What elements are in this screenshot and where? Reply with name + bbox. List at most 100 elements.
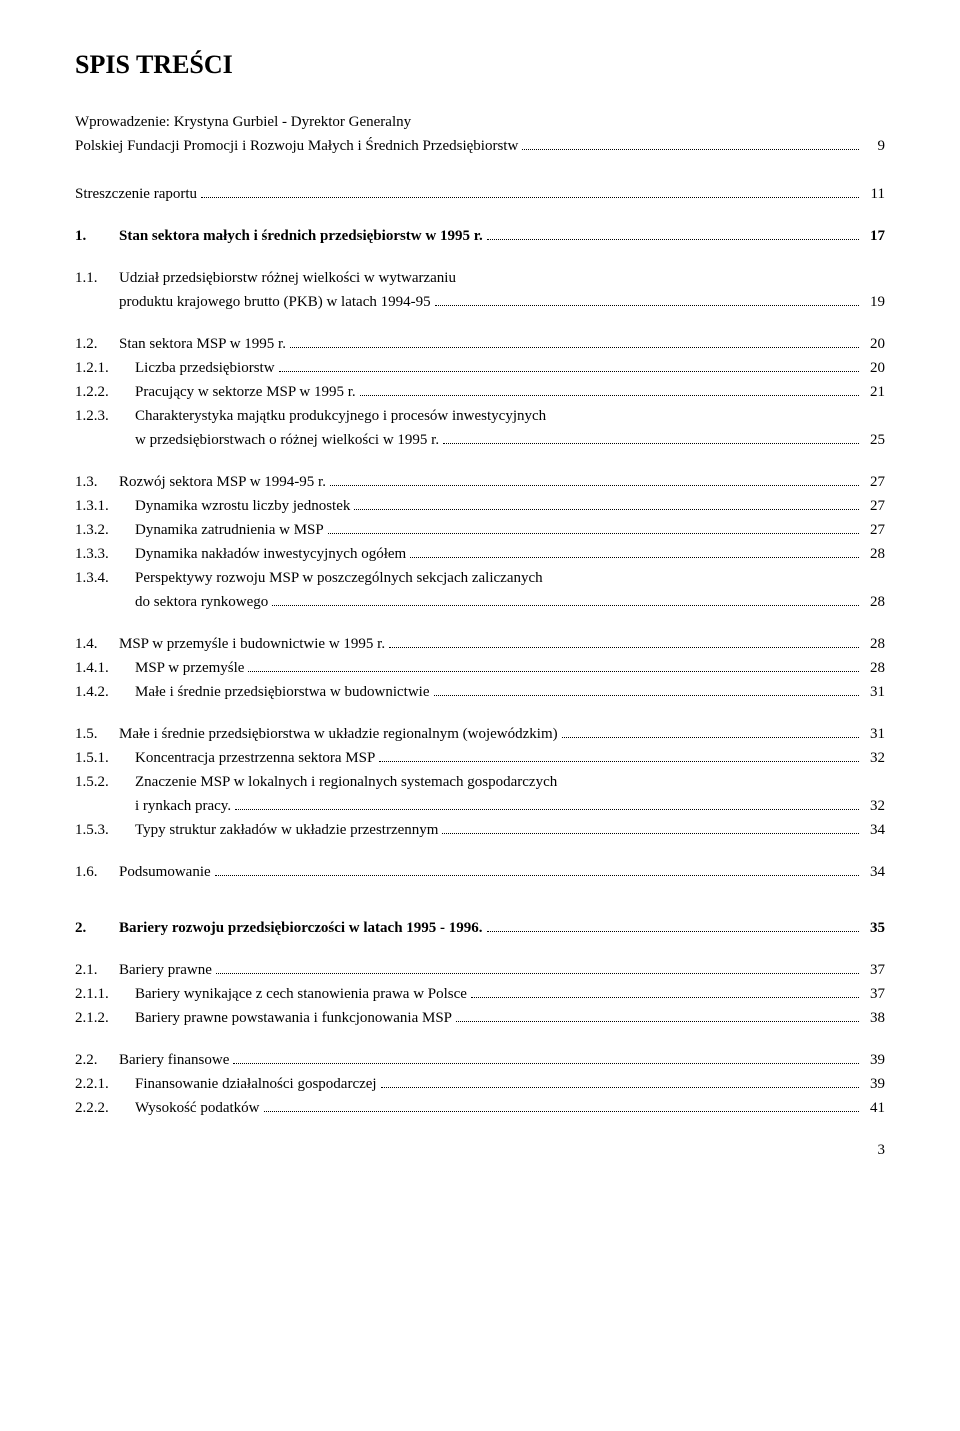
section-text: Podsumowanie [119, 860, 211, 884]
page-ref: 41 [863, 1096, 885, 1120]
leader-dots [562, 737, 859, 738]
page-ref: 27 [863, 494, 885, 518]
section-text: do sektora rynkowego [135, 590, 268, 614]
toc-entry: 1.1. Udział przedsiębiorstw różnej wielk… [75, 266, 885, 314]
toc-entry: 1.4. MSP w przemyśle i budownictwie w 19… [75, 632, 885, 704]
leader-dots [435, 305, 859, 306]
toc-entry-summary: Streszczenie raportu 11 [75, 182, 885, 206]
section-number: 2.2. [75, 1048, 119, 1072]
section-text: w przedsiębiorstwach o różnej wielkości … [135, 428, 439, 452]
section-number: 1.3.1. [75, 494, 135, 518]
leader-dots [328, 533, 859, 534]
section-text: Dynamika zatrudnienia w MSP [135, 518, 324, 542]
section-text: Dynamika nakładów inwestycyjnych ogółem [135, 542, 406, 566]
page-ref: 19 [863, 290, 885, 314]
section-text: Bariery prawne [119, 958, 212, 982]
intro-line2: Polskiej Fundacji Promocji i Rozwoju Mał… [75, 134, 518, 158]
leader-dots [330, 485, 859, 486]
leader-dots [264, 1111, 860, 1112]
section-number: 1.1. [75, 266, 119, 290]
page-title: SPIS TREŚCI [75, 50, 885, 80]
section-number: 1.5.1. [75, 746, 135, 770]
toc-entry: 1.2. Stan sektora MSP w 1995 r. 20 1.2.1… [75, 332, 885, 452]
leader-dots [522, 149, 859, 150]
section-number: 1.4.1. [75, 656, 135, 680]
leader-dots [216, 973, 859, 974]
section-text: i rynkach pracy. [135, 794, 231, 818]
page-number: 3 [75, 1142, 885, 1159]
page-ref: 39 [863, 1048, 885, 1072]
page-ref: 28 [863, 632, 885, 656]
section-text: Koncentracja przestrzenna sektora MSP [135, 746, 375, 770]
section-number: 1.3.3. [75, 542, 135, 566]
leader-dots [381, 1087, 859, 1088]
section-text: Bariery wynikające z cech stanowienia pr… [135, 982, 467, 1006]
section-number: 2.2.2. [75, 1096, 135, 1120]
section-text: Perspektywy rozwoju MSP w poszczególnych… [135, 566, 543, 590]
section-text: Rozwój sektora MSP w 1994-95 r. [119, 470, 326, 494]
page-ref: 31 [863, 722, 885, 746]
page-ref: 20 [863, 332, 885, 356]
section-number: 1. [75, 224, 119, 248]
page-ref: 39 [863, 1072, 885, 1096]
toc-entry: 2.1. Bariery prawne 37 2.1.1. Bariery wy… [75, 958, 885, 1030]
section-number: 1.6. [75, 860, 119, 884]
section-number: 1.2.2. [75, 380, 135, 404]
section-text: Wysokość podatków [135, 1096, 260, 1120]
leader-dots [471, 997, 859, 998]
section-text: Małe i średnie przedsiębiorstwa w układz… [119, 722, 558, 746]
section-text: Pracujący w sektorze MSP w 1995 r. [135, 380, 356, 404]
section-number: 1.4. [75, 632, 119, 656]
page-ref: 35 [863, 916, 885, 940]
leader-dots [487, 931, 859, 932]
section-text: Bariery finansowe [119, 1048, 229, 1072]
page-ref: 37 [863, 958, 885, 982]
page-ref: 38 [863, 1006, 885, 1030]
leader-dots [201, 197, 859, 198]
section-number: 2.1. [75, 958, 119, 982]
section-text: produktu krajowego brutto (PKB) w latach… [119, 290, 431, 314]
section-text: Typy struktur zakładów w układzie przest… [135, 818, 438, 842]
page-ref: 34 [863, 818, 885, 842]
page-ref: 21 [863, 380, 885, 404]
page-ref: 9 [863, 134, 885, 158]
page-ref: 27 [863, 518, 885, 542]
leader-dots [379, 761, 859, 762]
page-ref: 20 [863, 356, 885, 380]
section-text: Udział przedsiębiorstw różnej wielkości … [119, 266, 456, 290]
section-text: Finansowanie działalności gospodarczej [135, 1072, 377, 1096]
toc-entry: 1. Stan sektora małych i średnich przeds… [75, 224, 885, 248]
intro-line1: Wprowadzenie: Krystyna Gurbiel - Dyrekto… [75, 110, 411, 134]
leader-dots [290, 347, 859, 348]
page-ref: 28 [863, 590, 885, 614]
summary-text: Streszczenie raportu [75, 182, 197, 206]
section-text: Charakterystyka majątku produkcyjnego i … [135, 404, 546, 428]
section-text: Liczba przedsiębiorstw [135, 356, 275, 380]
toc-entry: 1.5. Małe i średnie przedsiębiorstwa w u… [75, 722, 885, 842]
page-ref: 28 [863, 656, 885, 680]
section-number: 1.5.2. [75, 770, 135, 794]
section-number: 2. [75, 916, 119, 940]
page-ref: 37 [863, 982, 885, 1006]
section-text: MSP w przemyśle i budownictwie w 1995 r. [119, 632, 385, 656]
page-ref: 34 [863, 860, 885, 884]
section-number: 1.3.4. [75, 566, 135, 590]
section-number: 1.5.3. [75, 818, 135, 842]
page-ref: 27 [863, 470, 885, 494]
toc-entry: 1.6. Podsumowanie 34 [75, 860, 885, 884]
page-ref: 31 [863, 680, 885, 704]
section-text: Znaczenie MSP w lokalnych i regionalnych… [135, 770, 557, 794]
leader-dots [272, 605, 859, 606]
page-ref: 32 [863, 746, 885, 770]
section-number: 1.2.1. [75, 356, 135, 380]
section-number: 1.3.2. [75, 518, 135, 542]
section-number: 1.5. [75, 722, 119, 746]
leader-dots [279, 371, 859, 372]
leader-dots [248, 671, 859, 672]
leader-dots [456, 1021, 859, 1022]
leader-dots [233, 1063, 859, 1064]
leader-dots [360, 395, 859, 396]
leader-dots [442, 833, 859, 834]
section-number: 1.4.2. [75, 680, 135, 704]
leader-dots [443, 443, 859, 444]
